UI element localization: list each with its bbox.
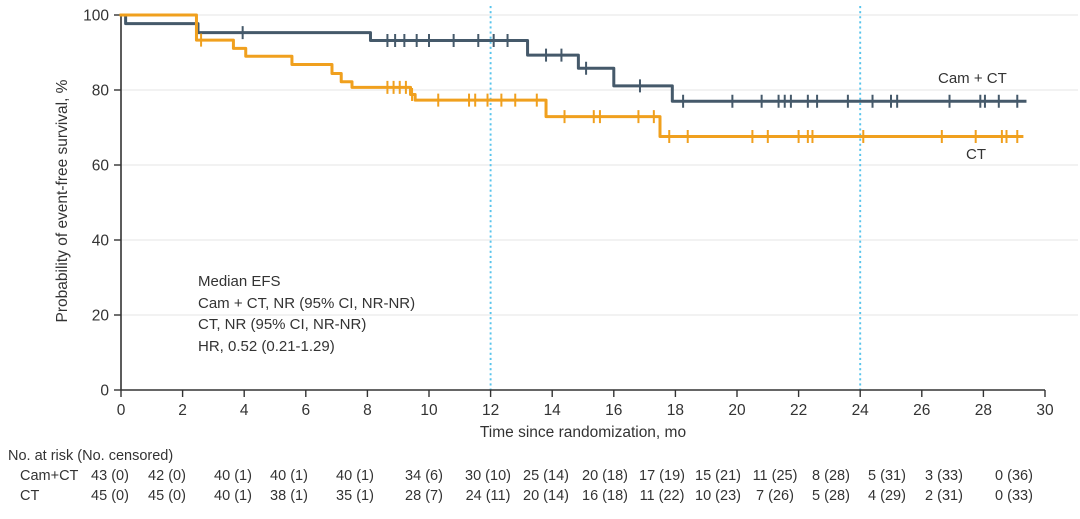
risk-cell: 24 (11) [465, 488, 511, 504]
x-tick-label: 18 [667, 402, 684, 419]
y-tick-label: 40 [92, 233, 110, 250]
x-tick-label: 2 [178, 402, 187, 419]
survival-curve-cam-ct [119, 13, 1027, 103]
y-tick-label: 20 [92, 308, 110, 325]
x-tick-label: 22 [790, 402, 807, 419]
x-tick-label: 10 [420, 402, 438, 419]
risk-cell: 5 (28) [812, 488, 850, 504]
y-axis-label: Probability of event-free survival, % [54, 79, 71, 323]
risk-cell: 40 (1) [270, 468, 308, 484]
median-efs-annotation: Median EFS Cam + CT, NR (95% CI, NR-NR) … [198, 271, 415, 357]
risk-cell: 7 (26) [756, 488, 794, 504]
x-tick-label: 20 [728, 402, 746, 419]
risk-cell: 3 (33) [925, 468, 963, 484]
x-tick-label: 28 [975, 402, 992, 419]
risk-cell: 40 (1) [214, 488, 252, 504]
x-tick-label: 16 [605, 402, 622, 419]
risk-cell: 40 (1) [214, 468, 252, 484]
risk-cell: 0 (36) [995, 468, 1033, 484]
risk-table-header: No. at risk (No. censored) [8, 448, 174, 464]
curve-label-cam-ct: Cam + CT [938, 70, 1007, 87]
y-tick-label: 60 [92, 158, 110, 175]
risk-cell: 45 (0) [91, 488, 129, 504]
y-tick-label: 100 [83, 8, 109, 25]
risk-cell: 34 (6) [405, 468, 443, 484]
risk-cell: 17 (19) [639, 468, 685, 484]
risk-cell: 8 (28) [812, 468, 850, 484]
risk-cell: 5 (31) [868, 468, 906, 484]
risk-cell: 40 (1) [336, 468, 374, 484]
risk-cell: 30 (10) [465, 468, 511, 484]
risk-cell: 38 (1) [270, 488, 308, 504]
x-axis-label: Time since randomization, mo [479, 424, 687, 441]
risk-cell: 28 (7) [405, 488, 443, 504]
x-tick-label: 26 [913, 402, 930, 419]
risk-cell: 11 (25) [752, 468, 798, 484]
x-tick-label: 4 [240, 402, 249, 419]
annotation-line-median: Median EFS [198, 273, 281, 290]
survival-curve-ct [119, 13, 1024, 138]
curve-label-ct: CT [966, 146, 986, 163]
x-tick-label: 0 [117, 402, 126, 419]
risk-cell: 35 (1) [336, 488, 374, 504]
risk-cell: 4 (29) [868, 488, 906, 504]
risk-cell: 11 (22) [639, 488, 685, 504]
risk-cell: 42 (0) [148, 468, 186, 484]
annotation-line-cam-ct: Cam + CT, NR (95% CI, NR-NR) [198, 294, 416, 312]
y-tick-label: 0 [100, 383, 109, 400]
risk-cell: 0 (33) [995, 488, 1033, 504]
x-tick-label: 12 [482, 402, 499, 419]
risk-row-label: CT [20, 488, 40, 504]
risk-cell: 15 (21) [695, 468, 741, 484]
x-tick-label: 6 [301, 402, 310, 419]
x-tick-label: 30 [1036, 402, 1054, 419]
risk-cell: 2 (31) [925, 488, 963, 504]
x-tick-label: 8 [363, 402, 372, 419]
risk-row-label: Cam+CT [20, 468, 79, 484]
x-tick-label: 14 [544, 402, 562, 419]
risk-cell: 16 (18) [582, 488, 628, 504]
risk-cell: 43 (0) [91, 468, 129, 484]
x-tick-label: 24 [852, 402, 870, 419]
y-tick-label: 80 [92, 83, 110, 100]
risk-cell: 25 (14) [523, 468, 569, 484]
annotation-line-hr: HR, 0.52 (0.21-1.29) [198, 337, 335, 355]
risk-cell: 20 (18) [582, 468, 628, 484]
risk-cell: 45 (0) [148, 488, 186, 504]
risk-cell: 10 (23) [695, 488, 741, 504]
annotation-line-ct: CT, NR (95% CI, NR-NR) [198, 316, 367, 333]
risk-cell: 20 (14) [523, 488, 569, 504]
